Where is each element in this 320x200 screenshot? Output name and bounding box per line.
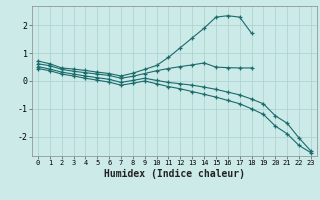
X-axis label: Humidex (Indice chaleur): Humidex (Indice chaleur) (104, 169, 245, 179)
